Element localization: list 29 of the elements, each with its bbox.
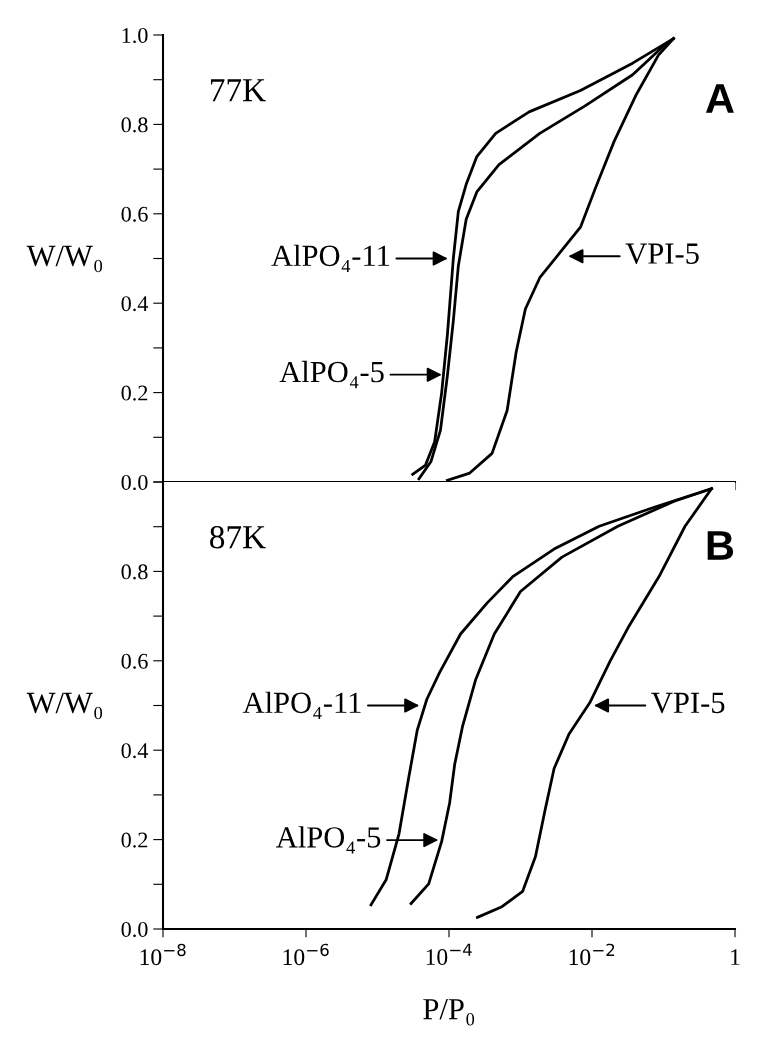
y-tick-label: 0.6 <box>121 653 148 669</box>
y-tick-label: 0.8 <box>121 564 148 580</box>
annotation: VPI-5 <box>651 692 725 714</box>
x-tick-label: 10$^{−2}$ <box>569 943 615 966</box>
annotation: 77K <box>210 79 266 102</box>
annotation: AlPO₄-11 <box>271 244 390 273</box>
y-tick-label: 0.4 <box>121 743 149 759</box>
y-tick-label: 0.6 <box>121 206 148 222</box>
y-tick-label: 0.0 <box>121 474 148 491</box>
annotation: B <box>707 531 734 560</box>
y-tick-label: 0.2 <box>121 385 148 401</box>
y-tick-label: 0.4 <box>121 296 149 312</box>
annotation: A <box>705 84 734 113</box>
x-tick-label: 10$^{−6}$ <box>283 943 329 966</box>
annotation: AlPO₄-5 <box>279 360 384 389</box>
x-tick-label: 10$^{−8}$ <box>140 943 186 966</box>
y-axis-title: W/W₀ <box>26 692 103 720</box>
annotation: VPI-5 <box>625 243 699 265</box>
annotation: AlPO₄-11 <box>242 691 361 720</box>
annotation: 87K <box>210 525 266 549</box>
x-axis-title: P/P₀ <box>423 999 475 1026</box>
y-tick-label: 0.2 <box>121 832 148 848</box>
annotation: AlPO₄-5 <box>276 826 381 854</box>
y-tick-label: 1.0 <box>122 27 148 44</box>
y-tick-label: 0.0 <box>121 921 148 938</box>
x-tick-label: 10$^{−4}$ <box>426 943 472 965</box>
y-tick-label: 0.8 <box>121 117 148 133</box>
y-axis-title: W/W₀ <box>26 245 103 273</box>
x-tick-label: 1 <box>731 949 740 965</box>
